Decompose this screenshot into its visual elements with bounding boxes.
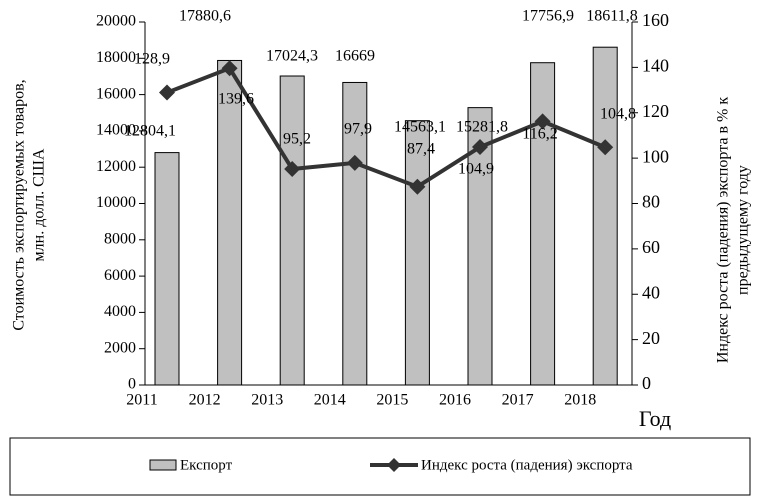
y-tick-label: 18000 (96, 49, 136, 66)
y2-tick-label: 80 (642, 192, 660, 212)
line (166, 65, 606, 189)
bar-value-label: 16669 (335, 48, 375, 65)
y2-tick-label: 60 (642, 237, 660, 257)
bar-value-label: 12804,1 (124, 123, 176, 140)
bar-value-label: 15281,8 (456, 119, 508, 136)
line-marker (346, 154, 363, 171)
y-axis-title-line: Стоимость экспортируемых товаров, (11, 79, 28, 330)
x-tick-label: 2014 (314, 392, 346, 409)
y2-tick-label: 140 (642, 56, 669, 76)
x-tick-label: 2012 (189, 392, 221, 409)
y2-tick-label: 0 (642, 373, 651, 393)
y-tick-label: 16000 (96, 85, 136, 102)
line-value-label: 97,9 (344, 121, 372, 138)
line-marker (409, 178, 426, 195)
x-tick-label: 2016 (439, 392, 471, 409)
x-tick-label: 2011 (126, 392, 157, 409)
bar (530, 62, 556, 386)
line-value-label: 128,9 (134, 51, 170, 68)
bar (592, 46, 618, 386)
y2-tick-label: 120 (642, 101, 669, 121)
line-marker (534, 113, 551, 130)
x-tick-label: 2017 (502, 392, 534, 409)
y2-tick-label: 20 (642, 328, 660, 348)
y2-tick-label: 40 (642, 282, 660, 302)
bar (154, 152, 180, 386)
y2-axis-title: Индекс роста (падения) экспорта в % к пр… (715, 97, 752, 364)
y-tick-label: 4000 (104, 303, 136, 320)
x-tick-label: 2015 (376, 392, 408, 409)
y-tick-label: 0 (128, 376, 136, 393)
y2-tick-label: 100 (642, 146, 669, 166)
line-marker (284, 161, 301, 178)
line-value-label: 104,8 (600, 106, 636, 123)
y-tick-label: 6000 (104, 267, 136, 284)
legend-swatch-bar (149, 459, 177, 471)
y2-axis-title-line: предыдущему году (735, 165, 752, 295)
y2-tick-label: 160 (642, 10, 669, 30)
y-tick-label: 10000 (96, 194, 136, 211)
y-axis-title-line: млн. долл. США (31, 148, 48, 261)
legend-box (9, 437, 751, 496)
y-tick-label: 14000 (96, 122, 136, 139)
bar-value-label: 17756,9 (522, 8, 574, 25)
y-axis-title: Стоимость экспортируемых товаров, млн. д… (11, 79, 48, 330)
bar-value-label: 17880,6 (179, 8, 231, 25)
legend-label: Експорт (180, 457, 233, 473)
y-tick-label: 20000 (96, 13, 136, 30)
bar (217, 59, 243, 386)
bar-value-label: 18611,8 (586, 8, 637, 25)
line-value-label: 139,6 (218, 91, 254, 108)
x-tick-label: 2013 (251, 392, 283, 409)
bar-value-label: 17024,3 (266, 48, 318, 65)
x-tick-label: 2018 (564, 392, 596, 409)
line-value-label: 104,9 (458, 161, 494, 178)
bar-value-label: 14563,1 (394, 119, 446, 136)
legend-label: Индекс роста (падения) экспорта (421, 457, 633, 473)
bar (342, 81, 368, 386)
y-tick-label: 8000 (104, 230, 136, 247)
line-marker (159, 84, 175, 101)
bar (279, 75, 305, 386)
y2-axis-title-line: Индекс роста (падения) экспорта в % к (715, 97, 732, 364)
legend-swatch-marker (387, 458, 401, 472)
line-marker (221, 60, 238, 77)
y-tick-label: 12000 (96, 158, 136, 175)
bar (404, 120, 430, 386)
line-marker (597, 139, 614, 156)
line-marker (472, 139, 488, 156)
x-axis-title: Год (639, 406, 671, 431)
line-value-label: 95,2 (283, 131, 311, 148)
line-value-label: 116,2 (522, 126, 557, 143)
line-value-label: 87,4 (407, 141, 435, 158)
y-tick-label: 2000 (104, 339, 136, 356)
